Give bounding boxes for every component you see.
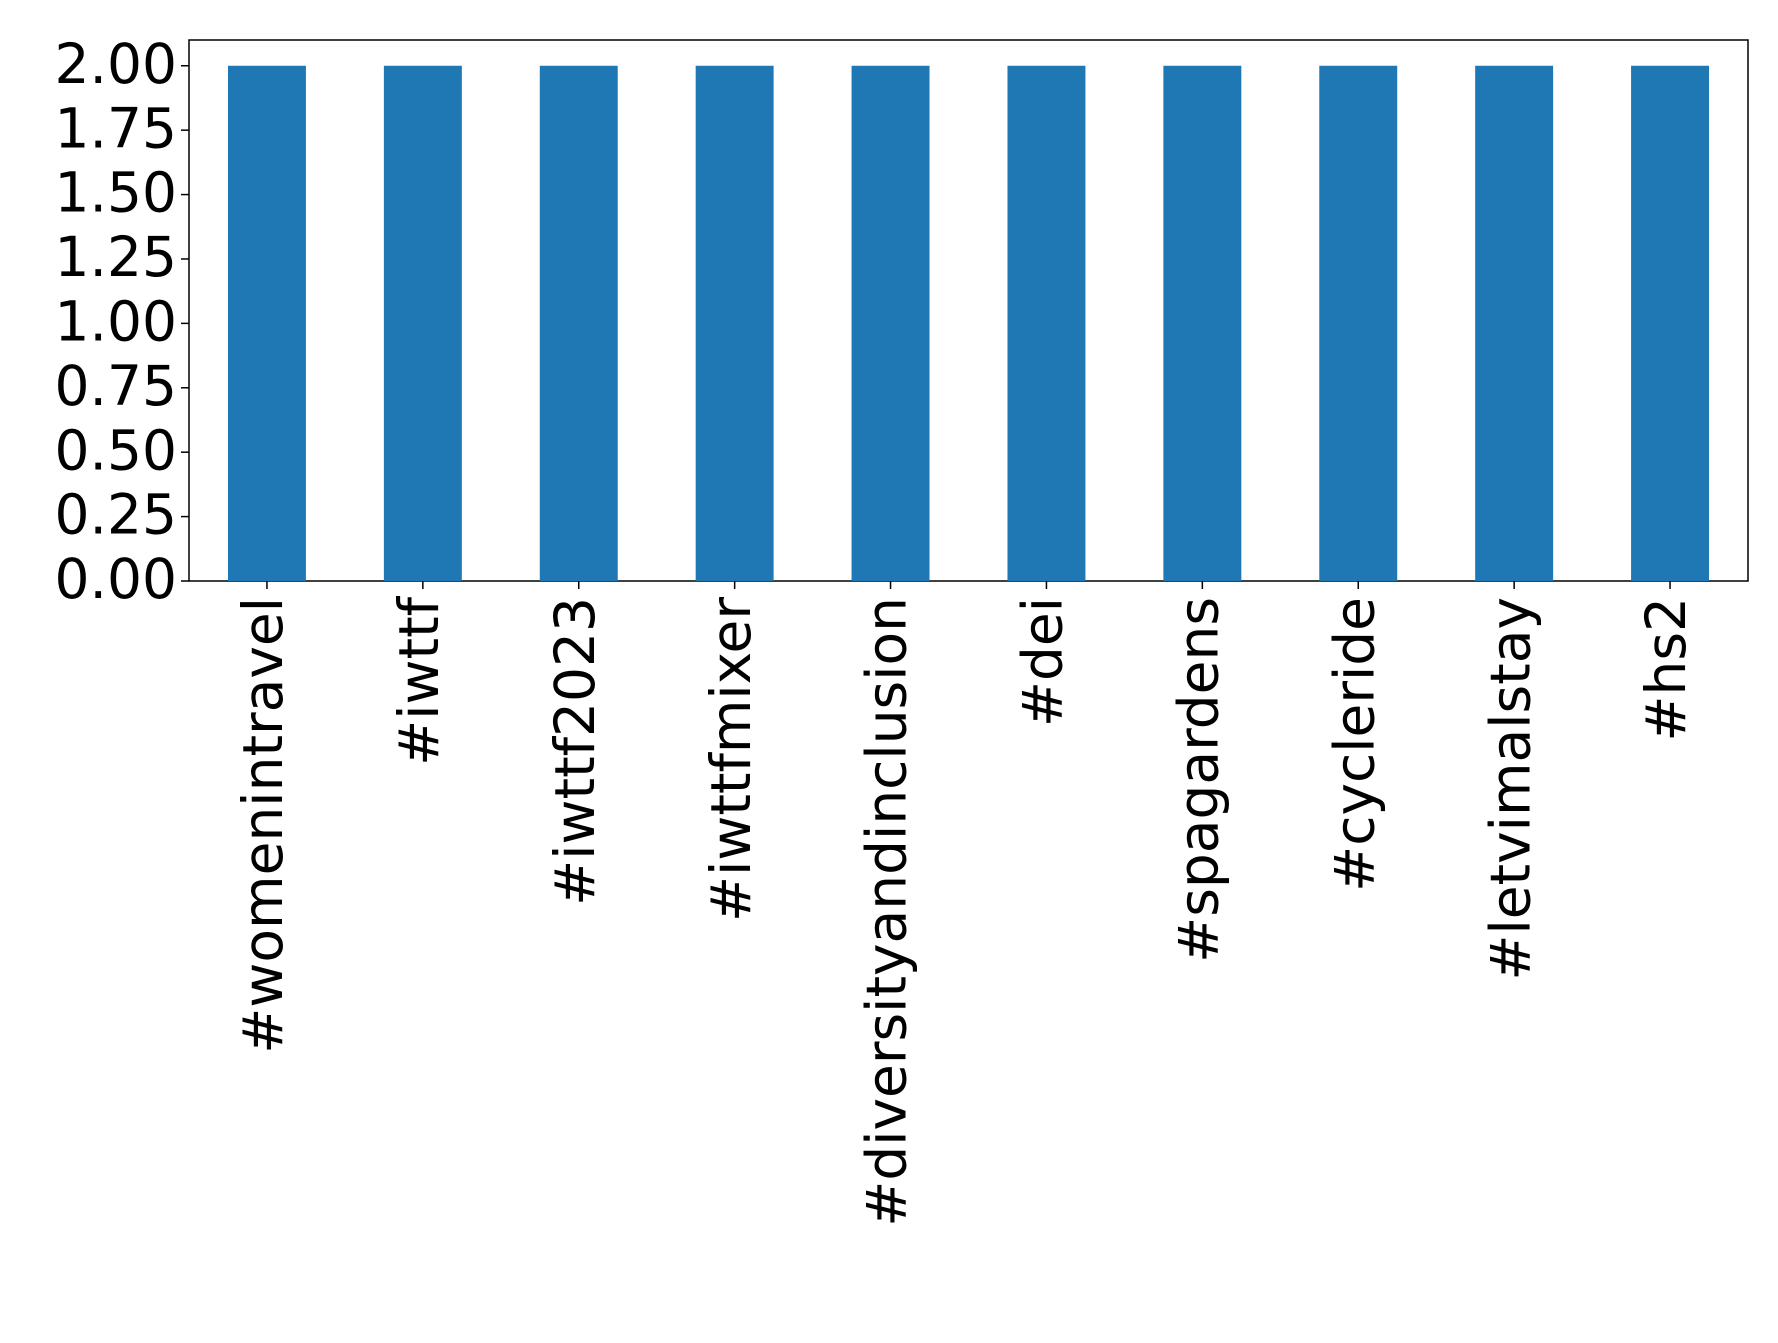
x-tick-label: #womenintravel <box>231 597 295 1054</box>
y-tick-label: 0.00 <box>55 547 177 611</box>
y-tick-label: 0.25 <box>55 483 177 547</box>
y-tick-label: 1.00 <box>55 290 177 354</box>
y-tick-label: 2.00 <box>55 32 177 96</box>
bar <box>1319 65 1398 581</box>
bar <box>1475 65 1554 581</box>
x-tick-label: #cycleride <box>1322 597 1386 892</box>
bar <box>1631 65 1710 581</box>
y-tick-label: 0.75 <box>55 354 177 418</box>
bar <box>227 65 306 581</box>
bar <box>383 65 462 581</box>
y-tick-label: 1.50 <box>55 161 177 225</box>
bar <box>695 65 774 581</box>
bar <box>539 65 618 581</box>
plot-frame <box>188 39 1749 582</box>
x-tick-label: #iwttf <box>387 595 451 765</box>
y-tick-label: 1.25 <box>55 225 177 289</box>
x-tick-label: #hs2 <box>1634 597 1698 742</box>
y-tick-label: 0.50 <box>55 418 177 482</box>
bar <box>851 65 930 581</box>
x-tick-label: #iwttfmixer <box>699 597 763 922</box>
x-tick-label: #dei <box>1011 597 1075 727</box>
bar <box>1007 65 1086 581</box>
y-tick-label: 1.75 <box>55 96 177 160</box>
x-tick-label: #spagardens <box>1166 597 1230 963</box>
x-tick-label: #letvimalstay <box>1478 597 1542 981</box>
bar <box>1163 65 1242 581</box>
x-tick-label: #diversityandinclusion <box>855 597 919 1227</box>
x-tick-label: #iwttf2023 <box>543 597 607 906</box>
